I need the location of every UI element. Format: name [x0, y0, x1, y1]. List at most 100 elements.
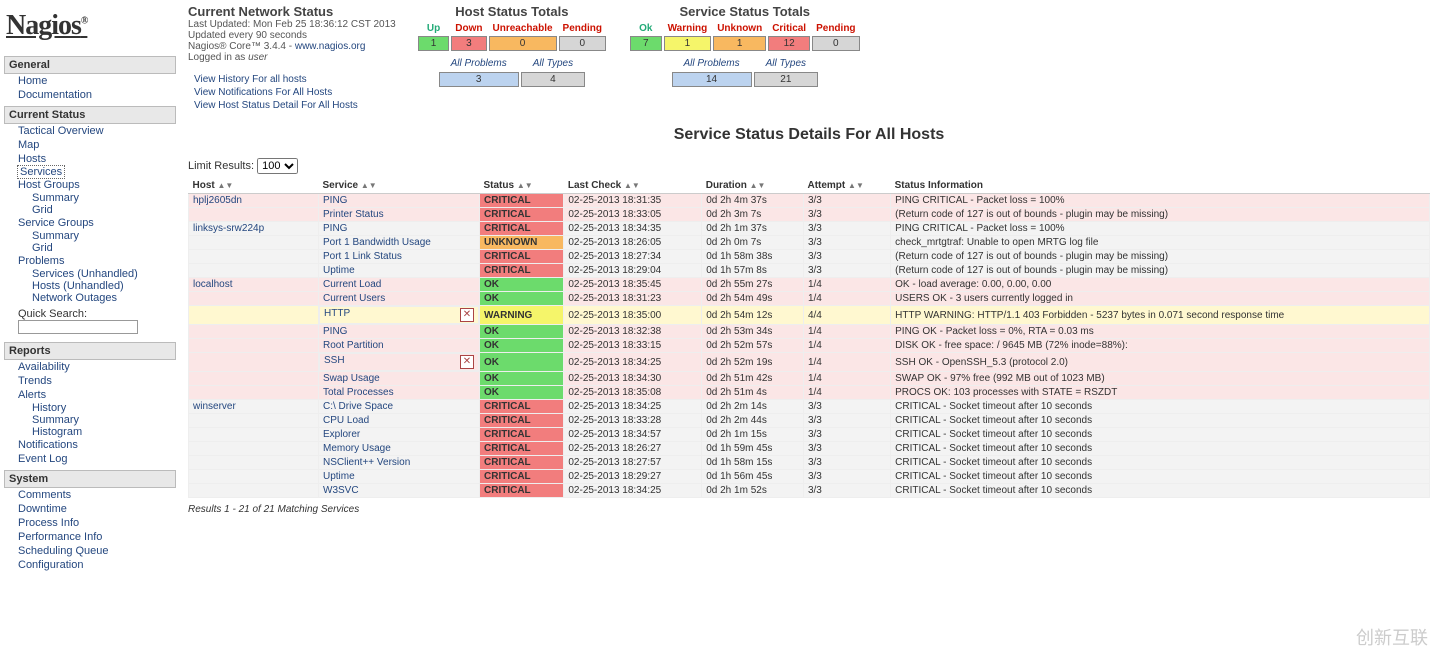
cell-info: SWAP OK - 97% free (992 MB out of 1023 M… — [891, 372, 1430, 386]
service-link[interactable]: Port 1 Bandwidth Usage — [323, 237, 431, 248]
service-link[interactable]: PING — [323, 195, 347, 206]
nagios-link[interactable]: www.nagios.org — [295, 41, 366, 52]
service-link[interactable]: W3SVC — [323, 485, 359, 496]
nav-sub-summary[interactable]: Summary — [32, 230, 79, 242]
cell-info: CRITICAL - Socket timeout after 10 secon… — [891, 484, 1430, 498]
nav-item-home[interactable]: Home — [18, 75, 47, 87]
col-last-check[interactable]: Last Check ▲▼ — [564, 178, 702, 194]
service-link[interactable]: Root Partition — [323, 340, 384, 351]
cell-att: 3/3 — [803, 456, 890, 470]
svc-all-problems[interactable]: 14 — [672, 72, 752, 87]
nav-item-alerts[interactable]: Alerts — [18, 389, 46, 401]
host_totals-down[interactable]: 3 — [451, 36, 486, 51]
cell-att: 3/3 — [803, 222, 890, 236]
service-link[interactable]: Uptime — [323, 265, 355, 276]
service-link[interactable]: NSClient++ Version — [323, 457, 410, 468]
limit-select[interactable]: 100 — [257, 158, 298, 174]
col-service[interactable]: Service ▲▼ — [319, 178, 480, 194]
cell-att: 3/3 — [803, 264, 890, 278]
status-link[interactable]: View Host Status Detail For All Hosts — [188, 99, 396, 112]
svc_totals-warning[interactable]: 1 — [664, 36, 712, 51]
nav-sub-summary[interactable]: Summary — [32, 192, 79, 204]
service-link[interactable]: CPU Load — [323, 415, 369, 426]
nav-sub-hosts-unhandled-[interactable]: Hosts (Unhandled) — [32, 280, 124, 292]
nav-item-process-info[interactable]: Process Info — [18, 517, 79, 529]
quick-search-input[interactable] — [18, 320, 138, 334]
host_totals-unreachable[interactable]: 0 — [489, 36, 557, 51]
cell-lc: 02-25-2013 18:34:30 — [564, 372, 702, 386]
cell-lc: 02-25-2013 18:31:23 — [564, 292, 702, 306]
cell-dur: 0d 2h 2m 44s — [702, 414, 804, 428]
host_totals-up[interactable]: 1 — [418, 36, 450, 51]
col-attempt[interactable]: Attempt ▲▼ — [803, 178, 890, 194]
col-host[interactable]: Host ▲▼ — [189, 178, 319, 194]
nav-item-service-groups[interactable]: Service Groups — [18, 217, 94, 229]
cell-info: CRITICAL - Socket timeout after 10 secon… — [891, 428, 1430, 442]
nav-item-downtime[interactable]: Downtime — [18, 503, 67, 515]
cell-lc: 02-25-2013 18:33:15 — [564, 339, 702, 353]
table-row: Port 1 Link Status CRITICAL02-25-2013 18:… — [189, 250, 1430, 264]
service-link[interactable]: Port 1 Link Status — [323, 251, 402, 262]
nav-sub-network-outages[interactable]: Network Outages — [32, 292, 117, 304]
nav-item-services[interactable]: Services — [20, 166, 62, 178]
svc-all-types[interactable]: 21 — [754, 72, 818, 87]
service-link[interactable]: SSH — [324, 355, 345, 369]
svc_totals-ok[interactable]: 7 — [630, 36, 662, 51]
limit-results: Limit Results: 100 — [188, 158, 1430, 174]
col-status-information[interactable]: Status Information — [891, 178, 1430, 194]
status-link[interactable]: View Notifications For All Hosts — [188, 86, 396, 99]
service-link[interactable]: Explorer — [323, 429, 360, 440]
table-row: ExplorerCRITICAL02-25-2013 18:34:570d 2h… — [189, 428, 1430, 442]
nav-item-documentation[interactable]: Documentation — [18, 89, 92, 101]
nav-item-comments[interactable]: Comments — [18, 489, 71, 501]
nav-item-availability[interactable]: Availability — [18, 361, 70, 373]
status-cell: CRITICAL — [480, 470, 564, 484]
host-link[interactable]: winserver — [193, 401, 236, 412]
col-duration[interactable]: Duration ▲▼ — [702, 178, 804, 194]
status-cell: CRITICAL — [480, 250, 564, 264]
service-link[interactable]: Swap Usage — [323, 373, 380, 384]
host-all-problems[interactable]: 3 — [439, 72, 519, 87]
col-status[interactable]: Status ▲▼ — [480, 178, 564, 194]
service-link[interactable]: Current Load — [323, 279, 381, 290]
service-link[interactable]: C:\ Drive Space — [323, 401, 393, 412]
nav-item-event-log[interactable]: Event Log — [18, 453, 68, 465]
service-link[interactable]: Printer Status — [323, 209, 384, 220]
nav-item-map[interactable]: Map — [18, 139, 39, 151]
nav-item-hosts[interactable]: Hosts — [18, 153, 46, 165]
host-link[interactable]: localhost — [193, 279, 232, 290]
service-link[interactable]: PING — [323, 223, 347, 234]
nav-sub-services-unhandled-[interactable]: Services (Unhandled) — [32, 268, 138, 280]
nav-item-scheduling-queue[interactable]: Scheduling Queue — [18, 545, 109, 557]
nav-sub-grid[interactable]: Grid — [32, 242, 53, 254]
service-link[interactable]: Current Users — [323, 293, 385, 304]
service-link[interactable]: Uptime — [323, 471, 355, 482]
host-all-types[interactable]: 4 — [521, 72, 585, 87]
svc_totals-pending[interactable]: 0 — [812, 36, 859, 51]
nav-item-notifications[interactable]: Notifications — [18, 439, 78, 451]
svc_totals-critical[interactable]: 12 — [768, 36, 810, 51]
cell-lc: 02-25-2013 18:27:34 — [564, 250, 702, 264]
nav-item-performance-info[interactable]: Performance Info — [18, 531, 102, 543]
host-link[interactable]: linksys-srw224p — [193, 223, 264, 234]
nav-item-tactical-overview[interactable]: Tactical Overview — [18, 125, 104, 137]
nav-item-configuration[interactable]: Configuration — [18, 559, 83, 571]
svc_totals-unknown[interactable]: 1 — [713, 36, 766, 51]
nav-sub-histogram[interactable]: Histogram — [32, 426, 82, 438]
nav-item-trends[interactable]: Trends — [18, 375, 52, 387]
cell-att: 3/3 — [803, 236, 890, 250]
nav-item-host-groups[interactable]: Host Groups — [18, 179, 80, 191]
nav-sub-summary[interactable]: Summary — [32, 414, 79, 426]
nav-sub-grid[interactable]: Grid — [32, 204, 53, 216]
host_totals-pending[interactable]: 0 — [559, 36, 606, 51]
service-link[interactable]: Total Processes — [323, 387, 394, 398]
cell-lc: 02-25-2013 18:31:35 — [564, 194, 702, 208]
cell-dur: 0d 1h 58m 15s — [702, 456, 804, 470]
service-link[interactable]: PING — [323, 326, 347, 337]
service-link[interactable]: HTTP — [324, 308, 350, 322]
service-link[interactable]: Memory Usage — [323, 443, 391, 454]
status-link[interactable]: View History For all hosts — [188, 73, 396, 86]
host-link[interactable]: hplj2605dn — [193, 195, 242, 206]
nav-sub-history[interactable]: History — [32, 402, 66, 414]
nav-item-problems[interactable]: Problems — [18, 255, 64, 267]
